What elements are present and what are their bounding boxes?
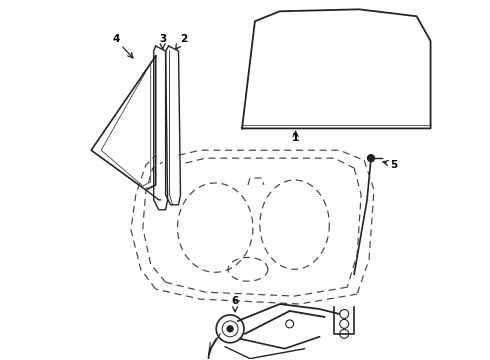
Circle shape [368, 155, 374, 162]
Text: 3: 3 [159, 34, 166, 44]
Text: 5: 5 [390, 160, 397, 170]
Text: 6: 6 [231, 296, 239, 306]
Text: 2: 2 [180, 34, 187, 44]
Circle shape [227, 326, 233, 332]
Text: 4: 4 [112, 34, 120, 44]
Text: 1: 1 [292, 133, 299, 143]
